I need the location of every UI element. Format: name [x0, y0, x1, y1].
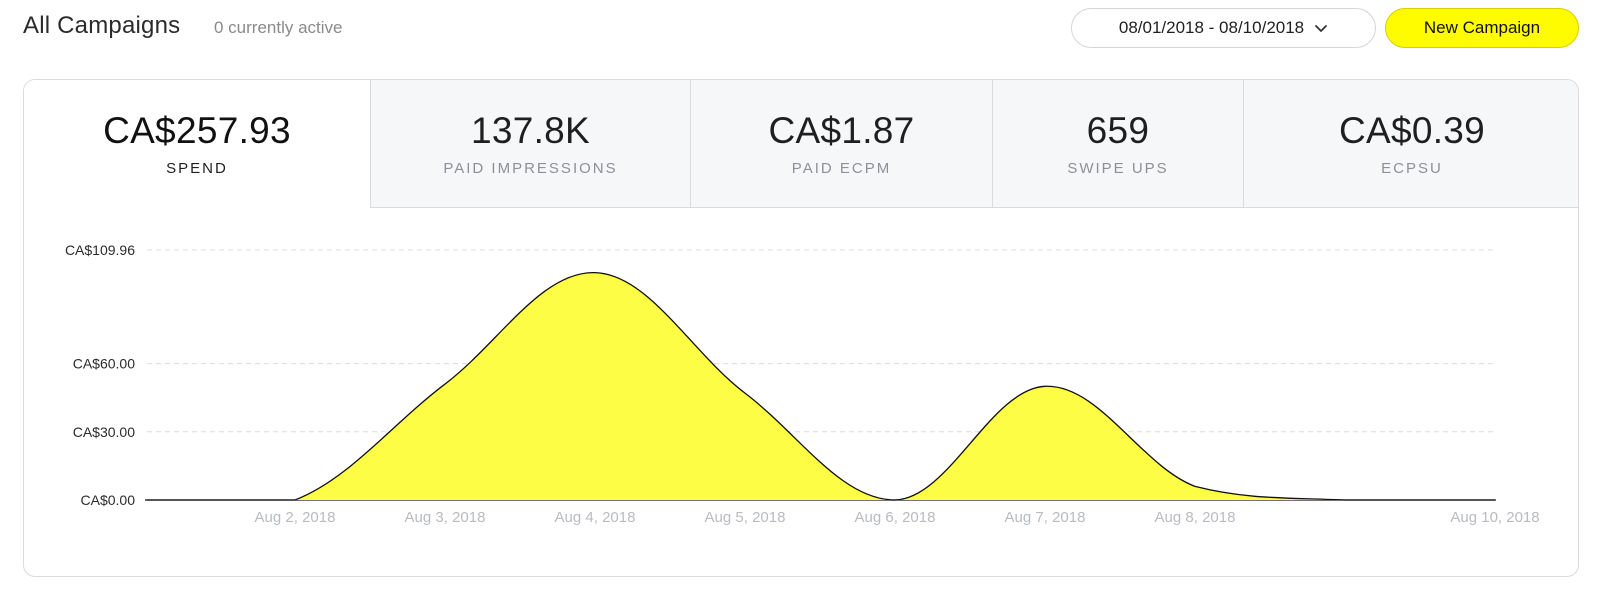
metric-value: CA$0.39: [1338, 110, 1486, 151]
metric-label: PAID IMPRESSIONS: [443, 160, 618, 177]
x-tick-label: Aug 3, 2018: [405, 509, 486, 526]
tab-swipe-ups[interactable]: 659 SWIPE UPS: [992, 80, 1243, 208]
x-tick-label: Aug 7, 2018: [1005, 509, 1086, 526]
x-tick-label: Aug 2, 2018: [255, 509, 336, 526]
date-range-picker[interactable]: 08/01/2018 - 08/10/2018: [1071, 8, 1376, 48]
metric-label: SWIPE UPS: [1067, 160, 1169, 177]
metric-value: CA$1.87: [768, 110, 915, 151]
x-tick-label: Aug 5, 2018: [705, 509, 786, 526]
data-point[interactable]: [442, 381, 448, 387]
new-campaign-button[interactable]: New Campaign: [1385, 8, 1579, 48]
chevron-down-icon: [1315, 25, 1328, 32]
metric-label: SPEND: [166, 160, 228, 177]
x-tick-label: Aug 6, 2018: [855, 509, 936, 526]
metric-value: CA$257.93: [103, 110, 291, 151]
x-tick-label: Aug 8, 2018: [1155, 509, 1236, 526]
x-tick-label: Aug 10, 2018: [1450, 509, 1539, 526]
data-point[interactable]: [892, 497, 898, 503]
y-tick-label: CA$109.96: [65, 242, 135, 258]
metric-label: PAID ECPM: [791, 160, 892, 177]
tab-paid-ecpm[interactable]: CA$1.87 PAID ECPM: [690, 80, 992, 208]
active-campaigns-count: 0 currently active: [214, 18, 343, 37]
date-range-label: 08/01/2018 - 08/10/2018: [1118, 18, 1305, 37]
y-tick-label: CA$60.00: [73, 356, 135, 372]
page-title: All Campaigns: [23, 12, 181, 39]
data-point[interactable]: [1342, 497, 1348, 503]
spend-chart: CA$0.00 CA$30.00 CA$60.00 CA$109.96 Aug 2, …: [24, 208, 1578, 576]
data-point[interactable]: [1192, 483, 1198, 489]
x-tick-label: Aug 4, 2018: [555, 509, 636, 526]
data-point[interactable]: [1492, 497, 1498, 503]
metric-tabs: CA$257.93 SPEND 137.8K PAID IMPRESSIONS …: [24, 80, 1578, 208]
tab-ecpsu[interactable]: CA$0.39 ECPSU: [1243, 80, 1578, 208]
data-point[interactable]: [742, 390, 748, 396]
y-tick-label: CA$30.00: [73, 424, 135, 440]
spend-line: [145, 271, 1495, 501]
header: All Campaigns 0 currently active 08/01/2…: [0, 0, 1600, 64]
y-tick-label: CA$0.00: [81, 492, 136, 508]
data-point[interactable]: [292, 497, 298, 503]
spend-area: [145, 272, 1495, 500]
metric-label: ECPSU: [1381, 160, 1443, 177]
spend-area-chart: CA$0.00 CA$30.00 CA$60.00 CA$109.96 Aug 2, …: [65, 242, 1540, 526]
data-point[interactable]: [142, 497, 148, 503]
tab-paid-impressions[interactable]: 137.8K PAID IMPRESSIONS: [370, 80, 690, 208]
data-point[interactable]: [1042, 383, 1048, 389]
metric-value: 659: [1086, 110, 1150, 151]
data-point[interactable]: [592, 270, 598, 276]
tab-spend[interactable]: CA$257.93 SPEND: [24, 80, 370, 208]
metric-value: 137.8K: [470, 110, 591, 151]
campaign-stats-card: CA$257.93 SPEND 137.8K PAID IMPRESSIONS …: [23, 79, 1579, 577]
